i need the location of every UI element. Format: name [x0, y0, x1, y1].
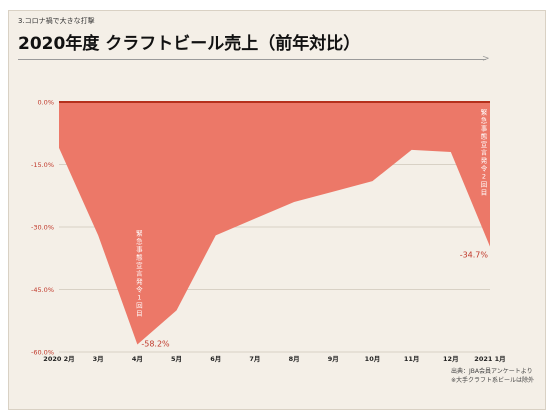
y-tick-label: -45.0%: [31, 286, 54, 294]
y-tick-label: -30.0%: [31, 224, 54, 232]
x-tick-label: 12月: [443, 355, 459, 363]
x-axis-ticks: 2020 2月 3月 4月 5月 6月 7月 8月 9月 10月 11月 12月 2021 1月: [43, 355, 505, 363]
vertical-note: 緊急事態宣言発令 2 回目: [481, 109, 488, 197]
y-tick-label: -15.0%: [31, 161, 54, 169]
x-tick-label: 2021 1月: [474, 355, 505, 363]
x-tick-label: 9月: [328, 355, 339, 363]
x-tick-label: 6月: [210, 355, 221, 363]
y-axis-ticks: 0.0% -15.0% -30.0% -45.0% -60.0%: [31, 99, 54, 357]
section-subtitle: 3.コロナ禍で大きな打撃: [18, 17, 95, 25]
x-tick-label: 8月: [289, 355, 300, 363]
arrow-head-icon: >: [482, 54, 490, 64]
source-line-2: ※大手クラフト系ビールは除外: [450, 377, 534, 384]
y-tick-label: -60.0%: [31, 349, 54, 357]
x-tick-label: 5月: [171, 355, 182, 363]
sales-area: [59, 102, 490, 345]
x-tick-label: 4月: [132, 355, 143, 363]
source-line-1: 出典：JBA会員アンケートより: [450, 368, 533, 375]
page-title: 2020年度 クラフトビール売上（前年対比）: [18, 34, 361, 54]
annotations: -58.2% 緊急事態宣言発令 1 回目 -34.7% 緊急事態宣言発令 2 回目: [136, 109, 488, 349]
vertical-note: 緊急事態宣言発令 1 回目: [136, 229, 143, 317]
x-tick-label: 3月: [93, 355, 104, 363]
x-tick-label: 10月: [365, 355, 381, 363]
y-tick-label: 0.0%: [37, 99, 54, 107]
data-label: -58.2%: [141, 340, 170, 349]
title-divider-arrow: [18, 59, 486, 60]
x-tick-label: 11月: [404, 355, 420, 363]
x-tick-label: 7月: [249, 355, 260, 363]
data-label: -34.7%: [460, 251, 489, 260]
source-note: 出典：JBA会員アンケートより ※大手クラフト系ビールは除外: [451, 367, 534, 385]
x-tick-label: 2020 2月: [43, 355, 74, 363]
